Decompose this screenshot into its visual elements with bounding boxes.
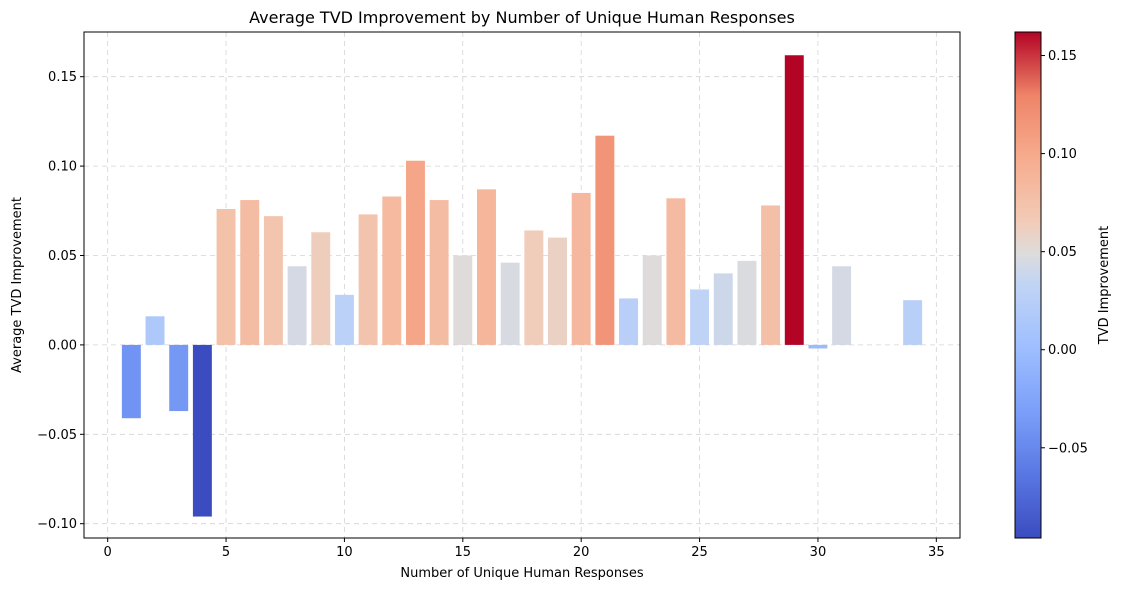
- bar-x-19: [548, 237, 567, 345]
- colorbar-tick-label: 0.05: [1048, 245, 1077, 260]
- y-tick-label: 0.15: [48, 70, 77, 85]
- bar-x-7: [263, 216, 283, 345]
- bar-x-12: [382, 196, 402, 345]
- x-tick-label: 5: [222, 545, 230, 560]
- y-tick-label: 0.05: [48, 249, 77, 264]
- bar-x-4: [192, 344, 212, 517]
- bar-x-9: [311, 232, 331, 345]
- bar-x-25: [690, 289, 710, 345]
- bar-x-14: [429, 200, 449, 345]
- colorbar-tick-label: 0.15: [1048, 49, 1077, 64]
- bar-x-2: [145, 316, 165, 345]
- bar-x-5: [216, 209, 236, 345]
- axes: 0 5 10 15 20 25 30 35 −0.10 −0.05 0.00 0.05 0.10 0.15: [37, 31, 961, 560]
- plot-frame: [83, 31, 961, 539]
- grid-lines: [84, 32, 960, 538]
- bar-x-31: [832, 266, 852, 345]
- bar-x-6: [240, 200, 260, 345]
- x-tick-label: 30: [810, 545, 827, 560]
- bar-x-21: [595, 135, 615, 345]
- bar-x-30: [808, 344, 828, 349]
- x-tick-label: 35: [928, 545, 945, 560]
- bar-x-10: [334, 294, 354, 345]
- bar-x-27: [737, 260, 757, 345]
- bar-x-16: [477, 189, 496, 345]
- bar-x-20: [571, 192, 591, 345]
- bar-x-18: [524, 230, 544, 345]
- y-axis-label: Average TVD Improvement: [10, 197, 25, 373]
- colorbar-label: TVD Improvement: [1097, 226, 1112, 345]
- bar-x-17: [500, 262, 520, 345]
- bar-x-11: [358, 214, 378, 345]
- y-tick-label: 0.00: [48, 338, 77, 353]
- bars: [121, 55, 923, 517]
- y-tick-label: 0.10: [48, 160, 77, 175]
- colorbar-frame: [1014, 31, 1042, 539]
- y-tick-label: −0.05: [37, 428, 77, 443]
- colorbar-tick-label: 0.10: [1048, 147, 1077, 162]
- bar-x-29: [784, 55, 804, 345]
- x-tick-label: 10: [336, 545, 353, 560]
- x-tick-label: 20: [573, 545, 590, 560]
- chart-title: Average TVD Improvement by Number of Uni…: [249, 8, 795, 27]
- bar-x-1: [121, 344, 141, 419]
- bar-x-23: [642, 255, 662, 345]
- x-axis-label: Number of Unique Human Responses: [400, 566, 643, 581]
- bar-x-8: [287, 266, 307, 345]
- bar-x-3: [169, 344, 189, 412]
- bar-x-24: [666, 198, 686, 345]
- x-tick-label: 25: [691, 545, 708, 560]
- colorbar-tick-label: 0.00: [1048, 343, 1077, 358]
- colorbar-tick-label: −0.05: [1048, 441, 1088, 456]
- x-tick-label: 15: [455, 545, 472, 560]
- y-tick-label: −0.10: [37, 517, 77, 532]
- bar-x-28: [761, 205, 781, 345]
- bar-x-15: [453, 255, 473, 345]
- bar-x-13: [405, 160, 425, 345]
- colorbar: −0.05 0.00 0.05 0.10 0.15: [1014, 31, 1088, 539]
- colorbar-gradient: [1015, 32, 1041, 538]
- bar-x-26: [713, 273, 733, 345]
- x-tick-label: 0: [104, 545, 112, 560]
- bar-x-22: [619, 298, 639, 345]
- bar-x-34: [903, 300, 923, 345]
